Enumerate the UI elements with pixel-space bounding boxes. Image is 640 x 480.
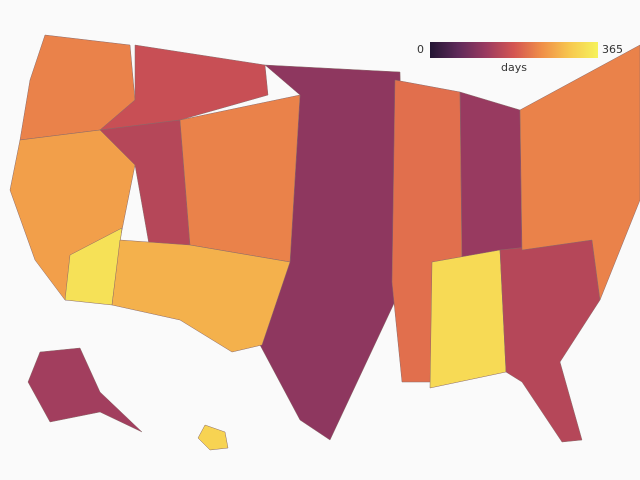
colorbar-label: days	[501, 61, 527, 74]
region	[27, 347, 143, 433]
colorbar	[430, 42, 598, 58]
colorbar-max: 365	[602, 43, 623, 56]
regions	[9, 34, 640, 451]
region	[429, 249, 507, 389]
colorbar-min: 0	[417, 43, 424, 56]
region	[519, 44, 640, 301]
region	[459, 91, 523, 263]
region	[499, 239, 601, 443]
region	[197, 424, 229, 451]
region	[111, 239, 291, 353]
region	[179, 94, 301, 263]
